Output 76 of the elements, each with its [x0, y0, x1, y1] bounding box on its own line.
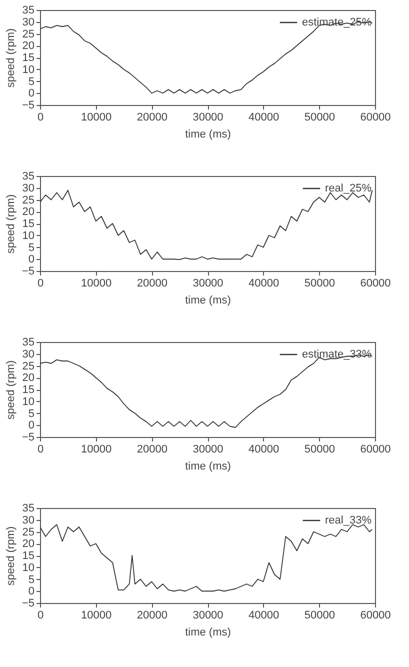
y-tick-label: 10	[22, 396, 34, 408]
y-axis-title: speed (rpm)	[4, 194, 17, 254]
x-tick-label: 30000	[192, 112, 224, 124]
y-tick-label: 25	[22, 360, 34, 372]
x-tick-label: 10000	[81, 610, 112, 622]
y-tick-label: 30	[22, 16, 34, 28]
x-tick-label: 60000	[360, 444, 391, 456]
y-tick-label: −5	[22, 598, 34, 610]
x-axis-title: time (ms)	[185, 128, 231, 140]
x-tick-label: 0	[37, 610, 44, 622]
y-tick-label: −5	[22, 100, 34, 112]
y-tick-label: 5	[28, 242, 34, 254]
x-tick-label: 50000	[304, 444, 335, 456]
x-axis-title: time (ms)	[185, 460, 231, 472]
y-tick-label: 15	[22, 218, 34, 230]
x-tick-label: 0	[37, 112, 44, 124]
x-tick-label: 20000	[136, 112, 168, 124]
y-tick-label: 0	[28, 88, 34, 100]
x-tick-label: 0	[37, 278, 44, 290]
y-tick-label: 10	[22, 230, 34, 242]
x-axis-title: time (ms)	[185, 626, 231, 638]
y-tick-label: 10	[22, 562, 34, 574]
legend-label: real_33%	[325, 514, 372, 526]
y-tick-label: 20	[22, 372, 34, 384]
y-tick-label: 5	[28, 76, 34, 88]
y-tick-label: 35	[22, 4, 34, 16]
x-tick-label: 50000	[304, 278, 335, 290]
y-tick-label: 35	[22, 170, 34, 182]
line-series	[40, 524, 373, 592]
x-tick-label: 30000	[192, 444, 224, 456]
y-tick-label: 10	[22, 64, 34, 76]
x-tick-label: 30000	[192, 278, 224, 290]
y-tick-label: 35	[22, 336, 34, 348]
y-tick-label: 15	[22, 550, 34, 562]
y-tick-label: 25	[22, 194, 34, 206]
x-tick-label: 40000	[248, 112, 280, 124]
y-tick-label: 5	[28, 574, 34, 586]
y-tick-label: 25	[22, 28, 34, 40]
x-tick-label: 0	[37, 444, 44, 456]
x-tick-label: 10000	[81, 444, 112, 456]
y-tick-label: 20	[22, 40, 34, 52]
y-axis-title: speed (rpm)	[4, 526, 17, 586]
x-tick-label: 20000	[136, 610, 168, 622]
y-tick-label: 25	[22, 526, 34, 538]
x-tick-label: 40000	[248, 278, 280, 290]
x-tick-label: 10000	[81, 112, 112, 124]
y-axis-title: speed (rpm)	[4, 360, 17, 420]
y-axis-title: speed (rpm)	[4, 28, 17, 88]
legend-label: real_25%	[325, 182, 372, 194]
x-axis-title: time (ms)	[185, 294, 231, 306]
x-tick-label: 60000	[360, 278, 391, 290]
y-tick-label: 0	[28, 586, 34, 598]
y-tick-label: 30	[22, 348, 34, 360]
x-tick-label: 50000	[304, 112, 335, 124]
y-tick-label: −5	[22, 266, 34, 278]
legend-label: estimate_33%	[302, 348, 372, 360]
x-tick-label: 20000	[136, 278, 168, 290]
x-tick-label: 10000	[81, 278, 112, 290]
y-tick-label: 30	[22, 514, 34, 526]
x-tick-label: 40000	[248, 444, 280, 456]
y-tick-label: 15	[22, 384, 34, 396]
y-tick-label: 20	[22, 538, 34, 550]
x-tick-label: 60000	[360, 610, 391, 622]
x-tick-label: 30000	[192, 610, 224, 622]
y-tick-label: 35	[22, 502, 34, 514]
y-tick-label: 15	[22, 52, 34, 64]
x-tick-label: 50000	[304, 610, 335, 622]
x-tick-label: 60000	[360, 112, 391, 124]
y-tick-label: 0	[28, 254, 34, 266]
x-tick-label: 20000	[136, 444, 168, 456]
y-tick-label: 5	[28, 408, 34, 420]
x-tick-label: 40000	[248, 610, 280, 622]
y-tick-label: 20	[22, 206, 34, 218]
y-tick-label: −5	[22, 432, 34, 444]
y-tick-label: 0	[28, 420, 34, 432]
y-tick-label: 30	[22, 182, 34, 194]
